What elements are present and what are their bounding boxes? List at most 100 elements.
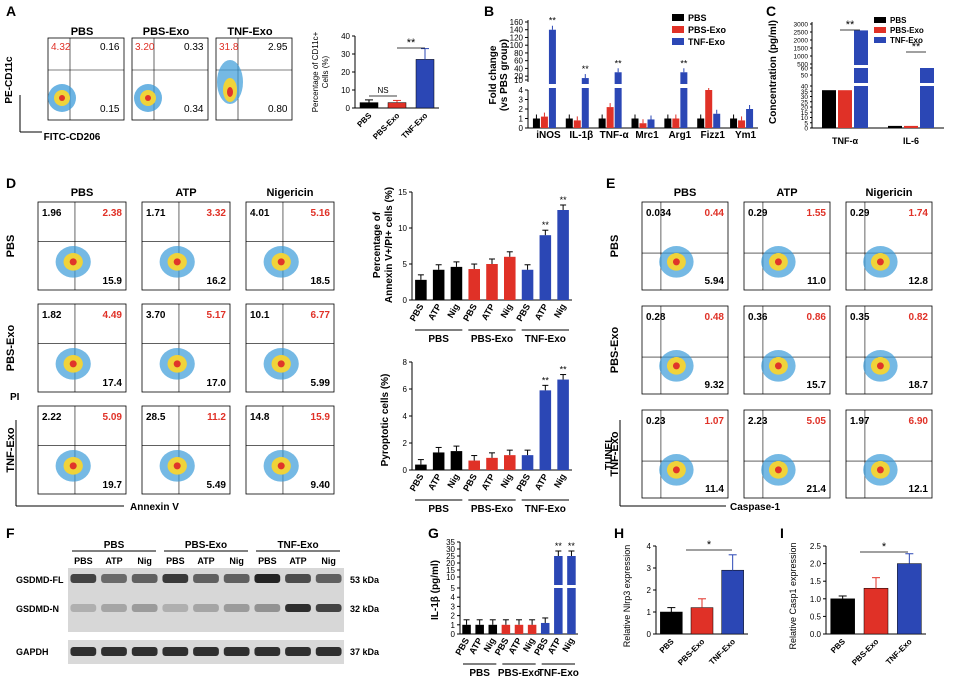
bar — [672, 118, 680, 128]
x-tick-label: TNF-α — [600, 130, 630, 141]
chart-h-ylabel: Relative Nlrp3 expression — [622, 545, 632, 648]
panel-label-g: G — [428, 525, 439, 541]
blot-row-label: GSDMD-N — [16, 604, 59, 614]
bar — [647, 119, 655, 128]
sig-stars: ** — [555, 541, 563, 551]
legend-swatch — [672, 38, 684, 45]
y-tick-label: 3 — [647, 564, 652, 573]
y-tick-label: 40 — [514, 64, 523, 73]
blot-row-label: GAPDH — [16, 647, 49, 657]
bar — [920, 68, 934, 128]
bar — [690, 607, 714, 635]
band-gsdmd-fl — [285, 574, 311, 583]
y-tick-label: 30 — [801, 94, 809, 101]
flow-q-lr: 15.9 — [103, 276, 123, 287]
flow-q-ul: 4.01 — [250, 208, 270, 219]
band-gapdh — [131, 647, 158, 656]
flow-q-ur: 5.17 — [207, 310, 227, 321]
chart-b-ylabel: Fold change — [488, 45, 499, 104]
flow-density-peak — [876, 466, 884, 474]
bar — [539, 235, 552, 300]
x-tick-label: ATP — [479, 302, 496, 322]
panel-h-bar-chart: 0 1 2 3 4 PBS PBS-Exo TNF-Exo * Relative Nlrp3 ex… — [622, 539, 748, 667]
group-label: PBS-Exo — [471, 504, 513, 515]
y-tick-label: 0.5 — [810, 612, 822, 621]
y-tick-label: 5 — [804, 120, 808, 127]
band-gapdh — [285, 647, 311, 656]
flow-density-peak — [876, 258, 884, 266]
flow-a-q-ur-1: 0.16 — [100, 42, 120, 53]
bar — [713, 113, 721, 128]
x-tick-label: ATP — [506, 636, 523, 656]
blot-size-label: 53 kDa — [350, 575, 380, 585]
y-tick-label: 4 — [451, 593, 456, 602]
group-label: PBS-Exo — [498, 668, 540, 679]
chart-d1-ylabel: Percentage of — [372, 211, 383, 278]
flow-density-peak — [173, 462, 181, 470]
x-tick-label: Nig — [445, 472, 461, 490]
flow-d-xlabel: Annexin V — [130, 502, 179, 513]
y-tick-label: 8 — [403, 358, 408, 367]
bar — [415, 59, 435, 109]
blot-group-label: PBS — [104, 540, 125, 551]
blot-lane-label: PBS — [166, 556, 185, 566]
band-gsdmd-fl — [193, 574, 219, 583]
bar — [606, 107, 614, 128]
x-tick-label: ATP — [533, 472, 550, 492]
y-tick-label: 10 — [801, 115, 809, 122]
y-tick-label: 160 — [510, 18, 524, 27]
panel-label-e: E — [606, 175, 615, 191]
legend-label: PBS-Exo — [688, 25, 727, 35]
group-label: PBS-Exo — [471, 334, 513, 345]
flow-q-ul: 0.29 — [850, 208, 870, 219]
x-tick-label: Nig — [445, 302, 461, 320]
bar — [527, 624, 537, 634]
y-tick-label: 0.0 — [810, 630, 822, 639]
flow-q-ul: 0.23 — [646, 416, 666, 427]
y-tick-label: 6 — [403, 385, 408, 394]
band-gapdh — [223, 647, 250, 656]
flow-q-ur: 1.74 — [909, 208, 929, 219]
flow-q-ur: 0.86 — [807, 312, 827, 323]
y-tick-label: 15 — [801, 110, 809, 117]
chart-a-ylabel-2: Cells (%) — [321, 55, 330, 88]
x-tick-label: TNF-Exo — [400, 111, 430, 141]
flow-q-lr: 16.2 — [207, 276, 227, 287]
band-gapdh — [254, 647, 281, 656]
flow-q-ul: 14.8 — [250, 412, 270, 423]
x-tick-label: iNOS — [536, 130, 561, 141]
x-tick-label: Ym1 — [735, 130, 757, 141]
band-gsdmd-fl — [162, 574, 189, 583]
y-tick-label: 10 — [446, 573, 455, 582]
y-tick-label: 3 — [451, 602, 456, 611]
band-gsdmd-n — [223, 604, 250, 612]
band-gsdmd-fl — [131, 574, 158, 583]
flow-a-ylabel: PE-CD11c — [4, 56, 15, 104]
legend-label: PBS — [890, 16, 907, 25]
bar — [468, 460, 480, 470]
blot-lane-label: ATP — [289, 556, 306, 566]
y-tick-label: 15 — [446, 566, 455, 575]
blot-row-label: GSDMD-FL — [16, 575, 64, 585]
flow-q-lr: 15.7 — [807, 380, 827, 391]
y-tick-label: 4 — [403, 412, 408, 421]
band-gsdmd-n — [131, 604, 158, 612]
panel-label-i: I — [780, 525, 784, 541]
x-tick-label: Nig — [499, 302, 515, 320]
band-gapdh — [101, 647, 127, 656]
group-label: TNF-Exo — [538, 668, 579, 679]
flow-q-ul: 1.97 — [850, 416, 870, 427]
y-tick-label: 4 — [519, 86, 524, 95]
flow-q-lr: 12.1 — [909, 484, 929, 495]
flow-q-ul: 0.36 — [748, 312, 768, 323]
flow-q-ul: 3.70 — [146, 310, 166, 321]
y-tick-label: 10 — [341, 86, 350, 95]
x-tick-label: PBS — [408, 302, 426, 323]
panel-label-h: H — [614, 525, 624, 541]
legend-swatch — [672, 14, 684, 21]
flow-a-q-ul-3: 31.8 — [219, 42, 239, 53]
